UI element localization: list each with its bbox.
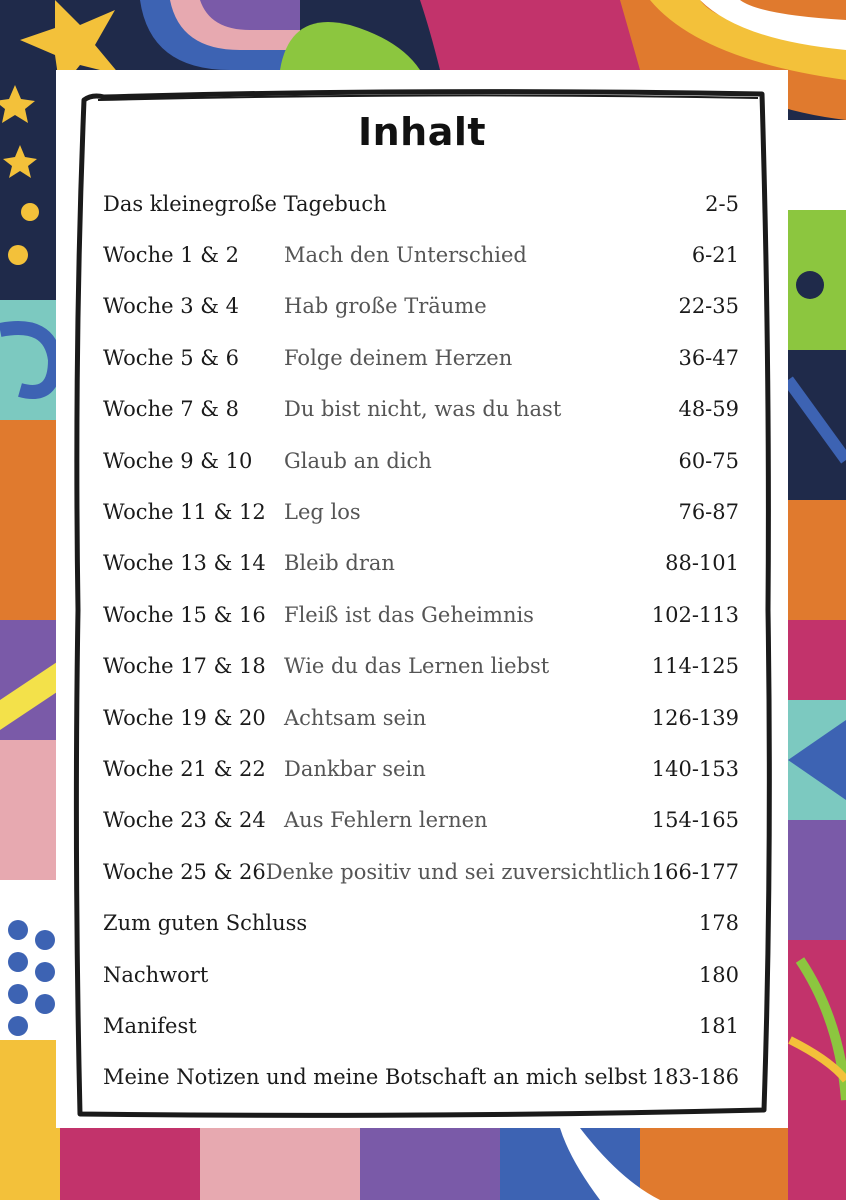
entry-pages: 102-113: [651, 602, 739, 627]
week-label: Woche 11 & 12: [103, 500, 266, 525]
week-label: Woche 23 & 24: [103, 808, 266, 833]
week-subtitle: Mach den Unterschied: [284, 243, 527, 268]
week-subtitle: Folge deinem Herzen: [284, 345, 513, 370]
entry-pages: 166-177: [651, 859, 739, 884]
toc-row-week: Woche 1 & 2 Mach den Unterschied 6-21: [103, 229, 739, 280]
week-label: Woche 25 & 26: [103, 859, 266, 884]
toc-row-week: Woche 21 & 22 Dankbar sein 140-153: [103, 743, 739, 794]
entry-pages: 36-47: [678, 345, 739, 370]
week-subtitle: Aus Fehlern lernen: [284, 808, 488, 833]
week-subtitle: Denke positiv und sei zuversichtlich: [265, 859, 651, 884]
entry-pages: 126-139: [651, 705, 739, 730]
entry-label: Zum guten Schluss: [103, 911, 308, 936]
contents-card: Inhalt Das kleinegroße Tagebuch 2-5 Woch…: [56, 70, 788, 1128]
week-subtitle: Dankbar sein: [284, 756, 426, 781]
entry-pages: 6-21: [691, 243, 739, 268]
week-label: Woche 15 & 16: [103, 602, 266, 627]
toc-row-closing: Zum guten Schluss 178: [103, 897, 739, 948]
entry-pages: 140-153: [651, 756, 739, 781]
week-label: Woche 9 & 10: [103, 448, 253, 473]
entry-pages: 76-87: [678, 500, 739, 525]
week-subtitle: Wie du das Lernen liebst: [284, 654, 550, 679]
entry-pages: 178: [698, 911, 739, 936]
entry-pages: 88-101: [665, 551, 739, 576]
week-label: Woche 1 & 2: [103, 243, 239, 268]
entry-pages: 2-5: [705, 191, 739, 216]
entry-label: Manifest: [103, 1013, 197, 1038]
week-subtitle: Achtsam sein: [284, 705, 427, 730]
week-label: Woche 13 & 14: [103, 551, 266, 576]
week-subtitle: Hab große Träume: [284, 294, 487, 319]
entry-pages: 180: [698, 962, 739, 987]
toc-row-notes: Meine Notizen und meine Botschaft an mic…: [103, 1052, 739, 1103]
entry-label: Meine Notizen und meine Botschaft an mic…: [103, 1065, 647, 1090]
entry-pages: 114-125: [651, 654, 739, 679]
entry-pages: 48-59: [678, 397, 739, 422]
toc-row-week: Woche 19 & 20 Achtsam sein 126-139: [103, 692, 739, 743]
toc-row-week: Woche 11 & 12 Leg los 76-87: [103, 486, 739, 537]
toc-row-afterword: Nachwort 180: [103, 949, 739, 1000]
toc-row-intro: Das kleinegroße Tagebuch 2-5: [103, 178, 739, 229]
week-label: Woche 5 & 6: [103, 345, 239, 370]
week-label: Woche 17 & 18: [103, 654, 266, 679]
table-of-contents: Das kleinegroße Tagebuch 2-5 Woche 1 & 2…: [103, 178, 739, 1103]
entry-label: Das kleinegroße Tagebuch: [103, 191, 387, 216]
toc-row-week: Woche 17 & 18 Wie du das Lernen liebst 1…: [103, 641, 739, 692]
toc-row-week: Woche 13 & 14 Bleib dran 88-101: [103, 538, 739, 589]
entry-pages: 181: [698, 1013, 739, 1038]
hand-drawn-frame: [73, 89, 772, 1118]
toc-row-week: Woche 5 & 6 Folge deinem Herzen 36-47: [103, 332, 739, 383]
toc-row-manifest: Manifest 181: [103, 1000, 739, 1051]
week-label: Woche 7 & 8: [103, 397, 239, 422]
week-subtitle: Bleib dran: [284, 551, 395, 576]
week-subtitle: Fleiß ist das Geheimnis: [284, 602, 534, 627]
toc-row-week: Woche 23 & 24 Aus Fehlern lernen 154-165: [103, 795, 739, 846]
week-subtitle: Glaub an dich: [284, 448, 432, 473]
week-subtitle: Leg los: [284, 500, 361, 525]
toc-row-week: Woche 3 & 4 Hab große Träume 22-35: [103, 281, 739, 332]
week-label: Woche 21 & 22: [103, 756, 266, 781]
entry-pages: 154-165: [651, 808, 739, 833]
entry-pages: 183-186: [651, 1065, 739, 1090]
toc-row-week: Woche 9 & 10 Glaub an dich 60-75: [103, 435, 739, 486]
entry-label: Nachwort: [103, 962, 209, 987]
toc-row-week: Woche 25 & 26 Denke positiv und sei zuve…: [103, 846, 739, 897]
toc-row-week: Woche 15 & 16 Fleiß ist das Geheimnis 10…: [103, 589, 739, 640]
week-subtitle: Du bist nicht, was du hast: [284, 397, 562, 422]
entry-pages: 22-35: [678, 294, 739, 319]
entry-pages: 60-75: [678, 448, 739, 473]
toc-row-week: Woche 7 & 8 Du bist nicht, was du hast 4…: [103, 384, 739, 435]
week-label: Woche 19 & 20: [103, 705, 266, 730]
week-label: Woche 3 & 4: [103, 294, 239, 319]
page-title: Inhalt: [357, 110, 487, 154]
